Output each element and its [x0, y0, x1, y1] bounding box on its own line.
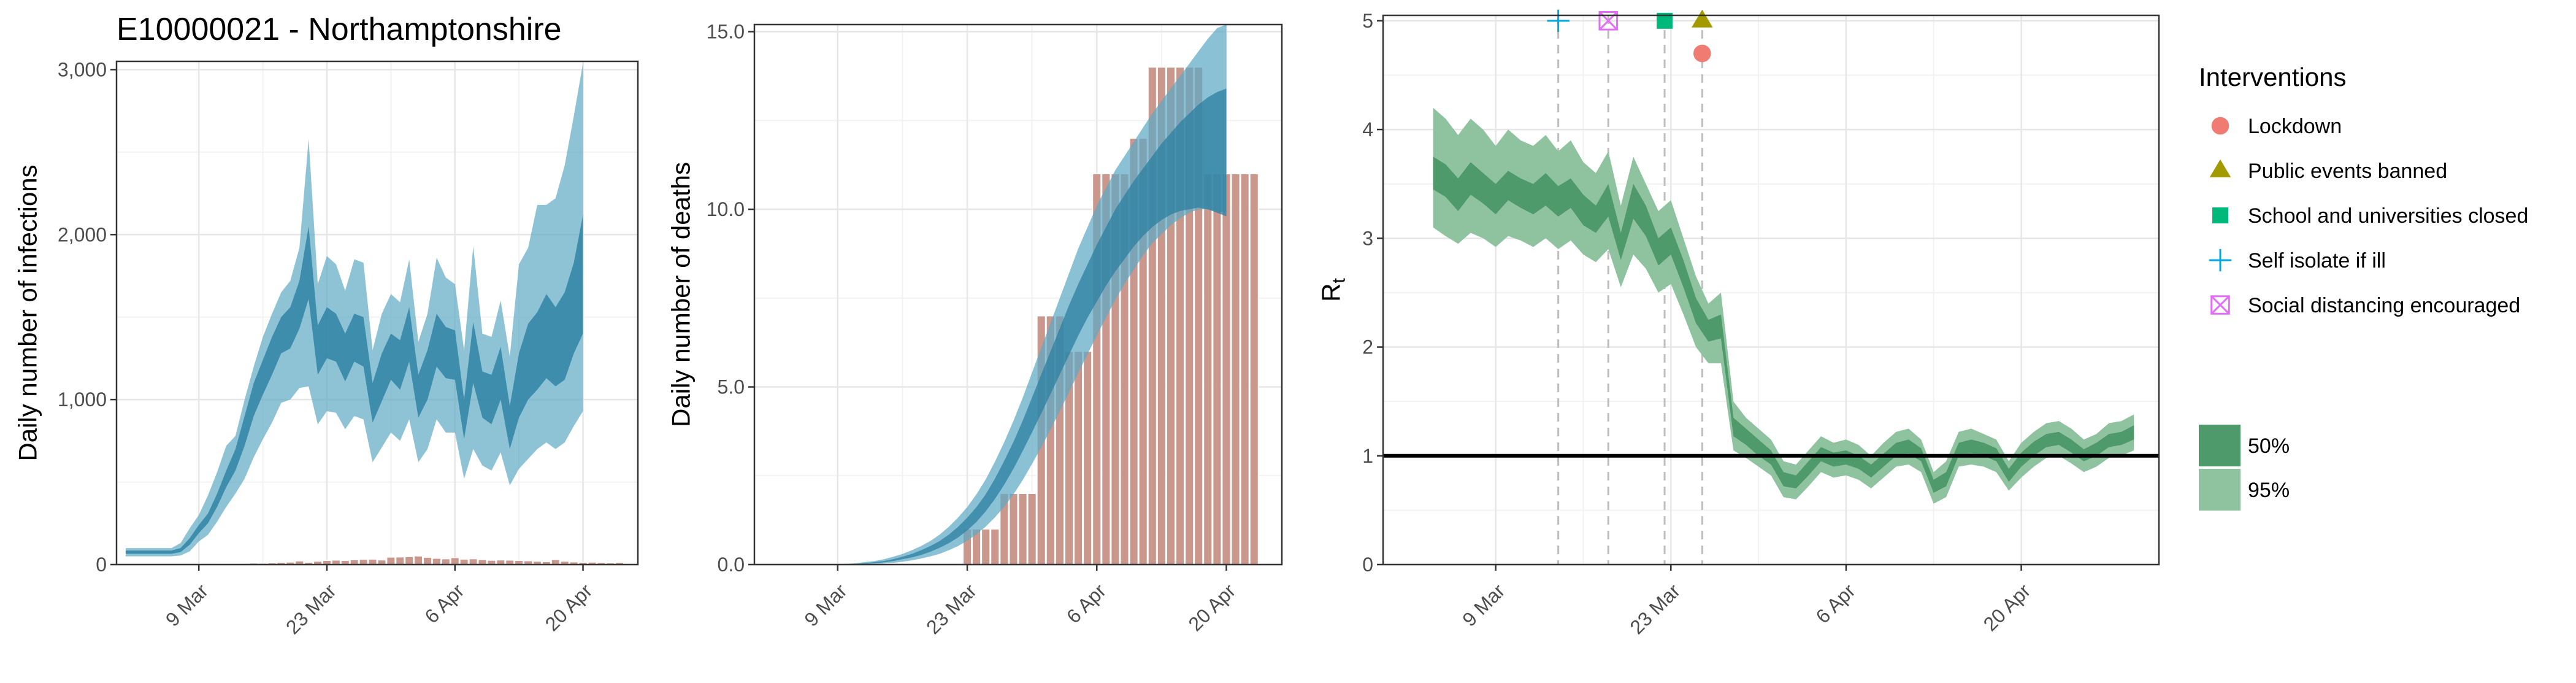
- x-tick-label: 20 Apr: [1184, 579, 1240, 635]
- bar: [1240, 173, 1250, 565]
- legend-key: [2210, 295, 2230, 315]
- legend-band-key: [2199, 469, 2241, 511]
- deaths-panel: 0.0 5.0 10.0 15.0 9 Mar 23 Mar 6 Apr 20 Apr Dail…: [667, 21, 1283, 638]
- legend-key: [2209, 159, 2231, 177]
- bar: [1249, 173, 1259, 565]
- legend-label: School and universities closed: [2248, 204, 2528, 228]
- bar: [1212, 173, 1222, 565]
- bar: [1018, 493, 1028, 565]
- bar: [1231, 173, 1241, 565]
- legend-band-label: 95%: [2248, 479, 2290, 502]
- legend-label: Lockdown: [2248, 115, 2342, 138]
- y-tick-label: 15.0: [707, 21, 745, 43]
- bar: [368, 558, 378, 565]
- panel-border: [1382, 14, 2160, 566]
- legend-key: [2212, 207, 2228, 223]
- y-axis-title: Daily number of infections: [13, 164, 42, 461]
- y-axis-title: Daily number of deaths: [667, 162, 696, 427]
- legend-key: [2209, 249, 2232, 272]
- y-tick-label: 0.0: [718, 554, 745, 576]
- x-tick-label: 23 Mar: [1625, 579, 1684, 638]
- legend-band-key: [2199, 425, 2241, 466]
- y-tick-label: 1,000: [58, 388, 107, 411]
- ci50-band: [764, 88, 1227, 565]
- x-tick-label: 9 Mar: [800, 579, 851, 631]
- x-tick-label: 9 Mar: [1458, 579, 1509, 631]
- bar: [981, 528, 991, 565]
- y-tick-label: 5.0: [718, 376, 745, 398]
- infections-panel: 0 1,000 2,000 3,000 9 Mar 23 Mar 6 Apr 20 Apr Da…: [13, 58, 639, 638]
- y-axis-title: Rt: [1317, 278, 1349, 302]
- bar: [1027, 493, 1037, 565]
- ci95-band: [764, 25, 1227, 565]
- x-tick-label: 6 Apr: [1062, 579, 1111, 628]
- rt-panel: 0 1 2 3 4 5 9 Mar 23 Mar 6 Apr 20 Apr Rt: [1317, 9, 2160, 638]
- y-tick-label: 2,000: [58, 223, 107, 245]
- bar: [1203, 173, 1213, 565]
- bar: [432, 558, 442, 565]
- y-tick-label: 2: [1362, 336, 1373, 358]
- panel-border: [753, 23, 1283, 566]
- x-tick-label: 6 Apr: [1812, 579, 1860, 628]
- bar: [990, 528, 1000, 565]
- x-tick-label: 23 Mar: [282, 579, 340, 638]
- bar: [413, 555, 423, 565]
- y-axis-title-subscript: t: [1329, 278, 1349, 284]
- intervention-marker: [1547, 9, 1570, 33]
- x-tick-label: 20 Apr: [1979, 579, 2035, 635]
- bar: [441, 558, 451, 565]
- legend-title: Interventions: [2199, 63, 2346, 91]
- bar: [395, 556, 405, 565]
- intervention-marker: [1693, 44, 1711, 63]
- y-tick-label: 4: [1362, 118, 1373, 141]
- x-tick-label: 6 Apr: [420, 579, 469, 628]
- bar: [1008, 493, 1018, 565]
- y-tick-label: 0: [1362, 554, 1373, 576]
- x-tick-label: 9 Mar: [161, 579, 213, 631]
- x-tick-label: 23 Mar: [922, 579, 981, 638]
- bar: [359, 558, 369, 565]
- plot-area: [1383, 15, 2159, 565]
- bar: [450, 557, 460, 565]
- bar: [1083, 350, 1092, 565]
- y-tick-label: 0: [96, 554, 107, 576]
- ci50-band: [1433, 156, 2134, 493]
- bar: [1073, 350, 1083, 565]
- y-tick-label: 1: [1362, 445, 1373, 467]
- legend-label: Public events banned: [2248, 160, 2447, 183]
- y-tick-label: 3,000: [58, 58, 107, 80]
- bar: [459, 558, 469, 565]
- legend-label: Self isolate if ill: [2248, 249, 2386, 272]
- intervention-marker: [1691, 9, 1713, 28]
- legend-key: [2211, 117, 2229, 135]
- legend: Interventions Lockdown Public events bann…: [2199, 63, 2528, 511]
- bar: [469, 558, 478, 565]
- panel-border: [115, 60, 639, 566]
- ci50-band: [125, 215, 583, 554]
- legend-band-label: 50%: [2248, 434, 2290, 458]
- bar: [386, 557, 396, 565]
- figure-title: E10000021 - Northamptonshire: [117, 12, 562, 47]
- x-tick-label: 20 Apr: [541, 579, 597, 635]
- legend-label: Social distancing encouraged: [2248, 294, 2520, 317]
- y-tick-label: 3: [1362, 227, 1373, 249]
- bar: [423, 557, 432, 565]
- y-tick-label: 10.0: [707, 198, 745, 220]
- y-tick-label: 5: [1362, 10, 1373, 32]
- bar: [1221, 173, 1232, 565]
- bar: [404, 556, 414, 565]
